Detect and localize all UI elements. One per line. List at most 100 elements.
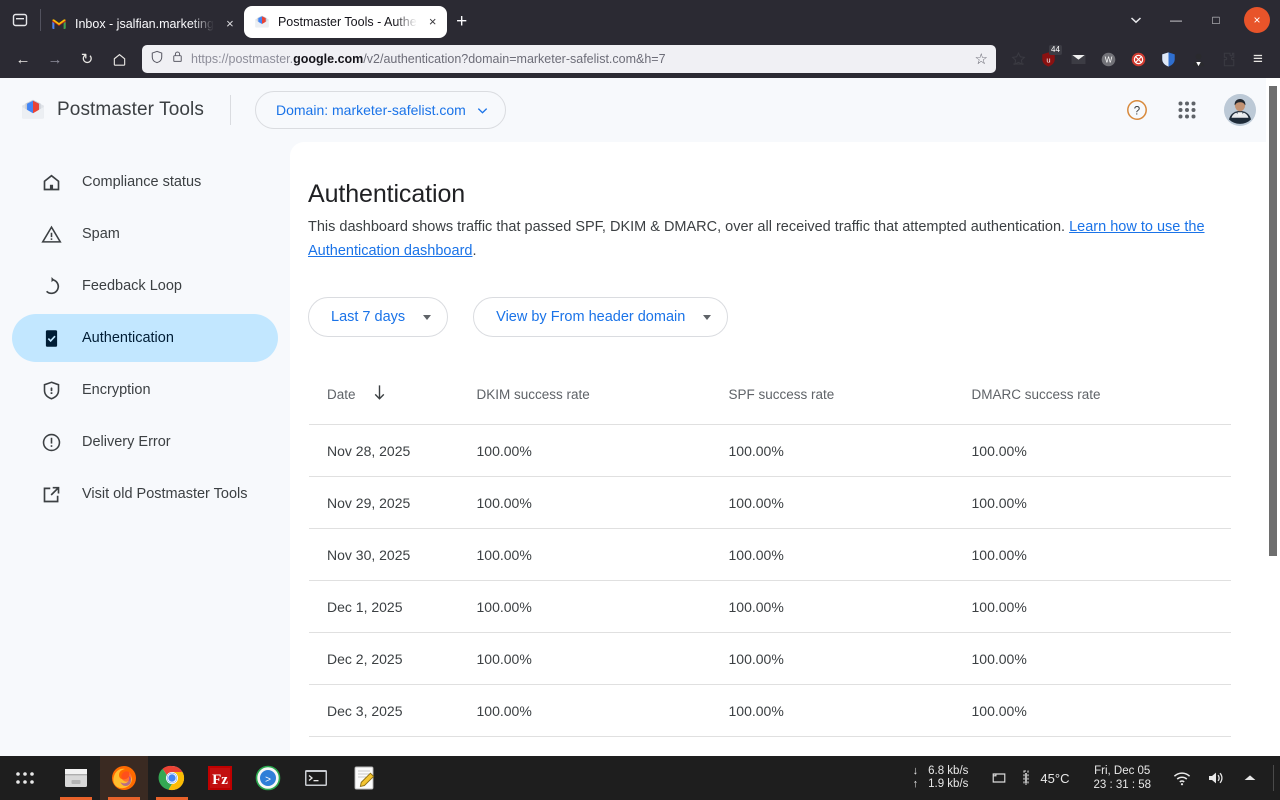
- url-text[interactable]: https://postmaster.google.com/v2/authent…: [191, 52, 968, 66]
- scrollbar-thumb[interactable]: [1269, 86, 1277, 556]
- view-by-select[interactable]: View by From header domain: [473, 297, 729, 337]
- wappalyzer-button[interactable]: W: [1094, 45, 1122, 73]
- firefox-view-icon: [12, 13, 28, 27]
- clipboard-manager-button[interactable]: [982, 756, 1016, 800]
- mail-extension-button[interactable]: [1064, 45, 1092, 73]
- reload-button[interactable]: ↻: [80, 51, 94, 68]
- sidebar-item-label: Authentication: [82, 330, 174, 346]
- user-agent-switcher-button[interactable]: [1184, 45, 1212, 73]
- date-range-select[interactable]: Last 7 days: [308, 297, 449, 337]
- wifi-button[interactable]: [1165, 756, 1199, 800]
- sidebar-item-spam[interactable]: Spam: [12, 210, 278, 258]
- table-header-row: Date DKIM success rate SPF success ra: [309, 364, 1231, 425]
- browser-tab-postmaster[interactable]: Postmaster Tools - Authe ×: [243, 6, 447, 38]
- show-applications-button[interactable]: [0, 756, 52, 800]
- network-speed-indicator[interactable]: ↓ ↑ 6.8 kb/s 1.9 kb/s: [913, 765, 969, 791]
- taskbar-file-manager[interactable]: [52, 756, 100, 800]
- taskbar-filezilla[interactable]: Fz: [196, 756, 244, 800]
- svg-text:W: W: [1104, 55, 1112, 64]
- chevron-down-icon: [703, 314, 712, 320]
- firefox-icon: [112, 766, 136, 790]
- save-to-pocket-button[interactable]: [1004, 45, 1032, 73]
- taskbar-chrome[interactable]: [148, 756, 196, 800]
- taskbar-firefox[interactable]: [100, 756, 148, 800]
- header-divider: [229, 95, 231, 125]
- sidebar-item-encryption[interactable]: Encryption: [12, 366, 278, 414]
- privacy-shield-button[interactable]: [1154, 45, 1182, 73]
- taskbar-text-editor[interactable]: [340, 756, 388, 800]
- app-menu-button[interactable]: ≡: [1253, 49, 1263, 68]
- page-title: Authentication: [308, 180, 466, 208]
- description-text: This dashboard shows traffic that passed…: [308, 219, 1070, 235]
- close-icon[interactable]: ×: [428, 14, 437, 29]
- column-header-spf[interactable]: SPF success rate: [710, 364, 954, 425]
- list-all-tabs-button[interactable]: [1116, 0, 1156, 40]
- table-row: Dec 2, 2025 100.00% 100.00% 100.00%: [309, 632, 1231, 685]
- shield-icon: [1161, 51, 1175, 67]
- temperature-indicator[interactable]: 45°C: [1018, 769, 1069, 787]
- cell-spf: 100.00%: [710, 632, 954, 685]
- learn-more-link[interactable]: Learn how to use the Authentication dash…: [308, 219, 1205, 259]
- home-button[interactable]: [104, 44, 134, 74]
- minimize-button[interactable]: —: [1170, 13, 1182, 27]
- close-icon[interactable]: ×: [226, 15, 234, 31]
- cell-dmarc: 100.00%: [953, 580, 1231, 633]
- main-content: Authentication This dashboard shows traf…: [290, 142, 1280, 756]
- column-header-date[interactable]: Date: [309, 364, 459, 425]
- ublock-origin-button[interactable]: u 44: [1034, 45, 1062, 73]
- authentication-table: Date DKIM success rate SPF success ra: [308, 363, 1232, 756]
- extensions-tray: u 44 W: [1004, 45, 1272, 73]
- volume-button[interactable]: [1199, 756, 1233, 800]
- avatar[interactable]: [1224, 94, 1256, 126]
- forward-button[interactable]: →: [47, 50, 63, 68]
- cell-date: Dec 1, 2025: [309, 580, 459, 633]
- tab-title: Inbox - jsalfian.marketing: [75, 16, 214, 31]
- cell-dmarc: 100.00%: [953, 684, 1231, 737]
- sidebar-item-compliance-status[interactable]: Compliance status: [12, 158, 278, 206]
- url-bar[interactable]: https://postmaster.google.com/v2/authent…: [142, 45, 996, 73]
- cell-dmarc: 100.00%: [953, 528, 1231, 581]
- chevron-down-icon: [423, 314, 432, 320]
- wappalyzer-icon: W: [1101, 52, 1115, 66]
- running-indicator: [156, 797, 188, 800]
- sort-descending-icon[interactable]: [372, 384, 387, 404]
- lock-icon[interactable]: [171, 50, 184, 68]
- domain-selector[interactable]: Domain: marketer-safelist.com: [254, 91, 506, 129]
- extensions-button[interactable]: [1214, 45, 1242, 73]
- firefox-view-button[interactable]: [0, 0, 40, 40]
- taskbar-remmina[interactable]: >: [244, 756, 292, 800]
- column-header-dkim[interactable]: DKIM success rate: [458, 364, 711, 425]
- page-scrollbar[interactable]: [1266, 78, 1280, 756]
- cell-dkim: 100.00%: [458, 684, 711, 737]
- svg-text:?: ?: [1134, 105, 1140, 117]
- adblock-button[interactable]: [1124, 45, 1152, 73]
- clock-time: 23 : 31 : 58: [1093, 779, 1151, 791]
- close-window-button[interactable]: ×: [1244, 7, 1270, 33]
- tracking-shield-icon[interactable]: [150, 50, 164, 69]
- clock[interactable]: Fri, Dec 05 23 : 31 : 58: [1093, 764, 1151, 792]
- desktop-taskbar: Fz >: [0, 756, 1280, 800]
- taskbar-terminal[interactable]: [292, 756, 340, 800]
- browser-chrome: Inbox - jsalfian.marketing × Postmaster …: [0, 0, 1280, 78]
- expand-tray-button[interactable]: [1233, 756, 1267, 800]
- sidebar-item-authentication[interactable]: Authentication: [12, 314, 278, 362]
- back-button[interactable]: ←: [15, 50, 31, 68]
- help-button[interactable]: ?: [1124, 97, 1150, 123]
- new-tab-button[interactable]: +: [456, 11, 468, 32]
- domain-selector-label: Domain: marketer-safelist.com: [275, 102, 466, 118]
- google-apps-button[interactable]: [1174, 97, 1200, 123]
- sidebar-item-delivery-error[interactable]: Delivery Error: [12, 418, 278, 466]
- column-header-dmarc[interactable]: DMARC success rate: [953, 364, 1231, 425]
- sidebar-item-visit-old-postmaster-tools[interactable]: Visit old Postmaster Tools: [12, 470, 278, 518]
- bookmark-star-icon[interactable]: ☆: [974, 51, 988, 68]
- cell-date: Nov 29, 2025: [309, 476, 459, 529]
- product-brand[interactable]: Postmaster Tools: [20, 97, 204, 123]
- browser-tab-inbox[interactable]: Inbox - jsalfian.marketing ×: [41, 7, 244, 40]
- external-link-icon: [40, 483, 62, 505]
- sidebar-item-feedback-loop[interactable]: Feedback Loop: [12, 262, 278, 310]
- maximize-button[interactable]: □: [1212, 13, 1220, 27]
- ublock-origin-icon: u: [1041, 51, 1055, 67]
- file-manager-icon: [65, 769, 87, 787]
- cell-dkim: 100.00%: [458, 632, 711, 685]
- taskbar-separator: [1273, 765, 1274, 791]
